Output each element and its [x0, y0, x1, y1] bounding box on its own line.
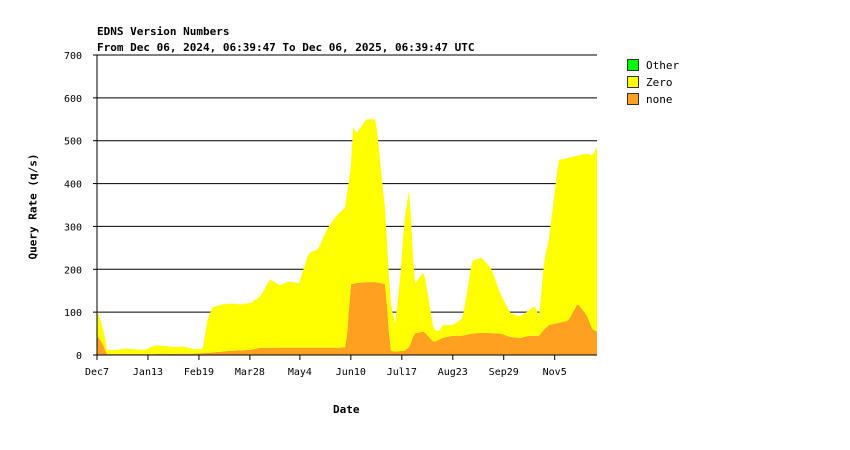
legend-label-none: none	[646, 93, 673, 106]
y-tick-label: 200	[64, 265, 82, 276]
x-tick-label: Jun10	[336, 367, 366, 378]
x-tick-label: May4	[288, 367, 312, 378]
chart-subtitle: From Dec 06, 2024, 06:39:47 To Dec 06, 2…	[97, 41, 475, 54]
y-tick-label: 700	[64, 51, 82, 62]
y-tick-label: 100	[64, 308, 82, 319]
series-area-none	[97, 282, 597, 355]
y-axis-label: Query Rate (q/s)	[26, 153, 40, 260]
chart-title: EDNS Version Numbers	[97, 25, 230, 38]
y-tick-label: 400	[64, 180, 82, 191]
legend-label-other: Other	[646, 59, 680, 72]
legend-swatch-none	[627, 93, 639, 105]
series-area-zero	[97, 119, 597, 355]
x-tick-label: Nov5	[543, 367, 567, 378]
legend-swatch-other	[627, 59, 639, 71]
x-axis-label: Date	[333, 403, 360, 416]
axes	[96, 55, 597, 356]
x-tick-label: Sep29	[489, 367, 519, 378]
x-tick-label: Jan13	[133, 367, 163, 378]
x-tick-label: Jul17	[387, 367, 417, 378]
y-tick-label: 300	[64, 222, 82, 233]
x-tick-label: Aug23	[438, 367, 468, 378]
data-areas	[97, 119, 597, 355]
x-tick-label: Mar28	[235, 367, 265, 378]
y-tick-label: 0	[76, 351, 82, 362]
x-tick-label: Dec7	[85, 367, 109, 378]
tick-labels: 0 100 200 300 400 500 600 700 Dec7 Jan13 Feb19 Mar2…	[64, 51, 567, 378]
legend-label-zero: Zero	[646, 76, 673, 89]
legend-swatch-zero	[627, 76, 639, 88]
x-tick-label: Feb19	[184, 367, 214, 378]
y-tick-label: 600	[64, 94, 82, 105]
y-tick-label: 500	[64, 137, 82, 148]
